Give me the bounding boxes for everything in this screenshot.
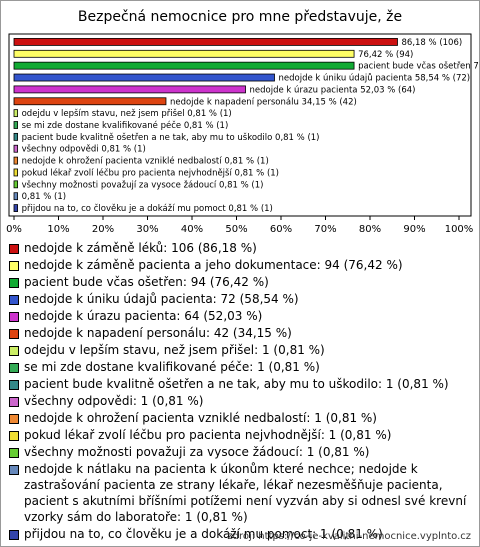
bar-label: všechny možnosti považují za vysoce žádo…	[22, 179, 264, 190]
legend-label: nedojde k napadení personálu: 42 (34,15 …	[24, 326, 292, 340]
x-tick-label: 30%	[136, 224, 158, 235]
x-tick-label: 50%	[225, 224, 247, 235]
bar-label: nedojde k ohrožení pacienta vzniklé nedb…	[22, 156, 269, 167]
bar	[13, 156, 19, 165]
legend-swatch	[9, 244, 19, 254]
bar-label: všechny odpovědi 0,81 % (1)	[22, 144, 146, 155]
legend-swatch	[9, 363, 19, 373]
x-tick-label: 0%	[6, 224, 22, 235]
bar	[13, 180, 19, 189]
bar-label: přijdou na to, co člověku je a dokáží mu…	[22, 203, 273, 214]
bar	[13, 204, 19, 212]
legend-swatch	[9, 465, 19, 475]
bar	[13, 109, 19, 118]
bar-label: se mi zde dostane kvalifikované péče 0,8…	[22, 120, 229, 131]
x-tick-label: 40%	[181, 224, 203, 235]
legend-swatch	[9, 278, 19, 288]
x-tick-label: 60%	[270, 224, 292, 235]
legend-label: všechny možnosti považuji za vysoce žádo…	[24, 445, 370, 459]
legend-swatch	[9, 530, 19, 540]
legend-item: pacient bude včas ošetřen: 94 (76,42 %)	[9, 274, 471, 290]
x-tick-label: 10%	[47, 224, 69, 235]
bar-label: nedojde k napadení personálu 34,15 % (42…	[170, 97, 357, 107]
legend-label: nedojde k záměně léků: 106 (86,18 %)	[24, 241, 257, 255]
bar	[13, 49, 355, 58]
x-tick-label: 80%	[359, 224, 381, 235]
legend-item: odejdu v lepším stavu, než jsem přišel: …	[9, 342, 471, 358]
legend-swatch	[9, 397, 19, 407]
legend-item: nedojde k napadení personálu: 42 (34,15 …	[9, 325, 471, 341]
legend-label: pacient bude kvalitně ošetřen a ne tak, …	[24, 377, 449, 391]
chart: Bezpečná nemocnice pro mne představuje, …	[6, 9, 479, 235]
legend-label: nedojde k úniku údajů pacienta: 72 (58,5…	[24, 292, 299, 306]
legend-swatch	[9, 329, 19, 339]
legend-label: nedojde k úrazu pacienta: 64 (52,03 %)	[24, 309, 263, 323]
legend-label: pacient bude včas ošetřen: 94 (76,42 %)	[24, 275, 269, 289]
legend-item: nedojde k záměně léků: 106 (86,18 %)	[9, 240, 471, 256]
legend-swatch	[9, 295, 19, 305]
legend-item: se mi zde dostane kvalifikované péče: 1 …	[9, 359, 471, 375]
plot-frame	[8, 33, 472, 217]
legend-label: nedojde k ohrožení pacienta vzniklé nedb…	[24, 411, 377, 425]
bar-label: pacient bude kvalitně ošetřen a ne tak, …	[22, 132, 320, 143]
bar	[13, 132, 19, 141]
legend-swatch	[9, 261, 19, 271]
legend-item: všechny možnosti považuji za vysoce žádo…	[9, 444, 471, 460]
legend-label: se mi zde dostane kvalifikované péče: 1 …	[24, 360, 320, 374]
legend-item: nedojde k nátlaku na pacienta k úkonům k…	[9, 461, 471, 525]
bar	[13, 144, 19, 153]
legend-swatch	[9, 448, 19, 458]
bar-label: 0,81 % (1)	[22, 192, 66, 202]
legend-swatch	[9, 380, 19, 390]
legend-label: nedojde k záměně pacienta a jeho dokumen…	[24, 258, 403, 272]
bar-label: pokud lékař zvolí léčbu pro pacienta nej…	[22, 167, 279, 178]
legend-label: přijdou na to, co člověku je a dokáží mu…	[24, 527, 383, 541]
legend-swatch	[9, 312, 19, 322]
legend-item: nedojde k záměně pacienta a jeho dokumen…	[9, 257, 471, 273]
legend-label: pokud lékař zvolí léčbu pro pacienta nej…	[24, 428, 392, 442]
x-tick-label: 90%	[403, 224, 425, 235]
legend-item: nedojde k úniku údajů pacienta: 72 (58,5…	[9, 291, 471, 307]
legend-item: nedojde k ohrožení pacienta vzniklé nedb…	[9, 410, 471, 426]
legend-label: nedojde k nátlaku na pacienta k úkonům k…	[24, 462, 467, 524]
bar-label: nedojde k úrazu pacienta 52,03 % (64)	[250, 85, 416, 95]
legend-swatch	[9, 414, 19, 424]
bar	[13, 168, 19, 177]
bar-label: 86,18 % (106)	[402, 38, 463, 48]
x-tick-label: 70%	[314, 224, 336, 235]
legend-label: odejdu v lepším stavu, než jsem přišel: …	[24, 343, 325, 357]
bar	[13, 61, 355, 70]
x-tick-label: 100%	[445, 224, 474, 235]
bar	[13, 38, 398, 46]
bar	[13, 121, 19, 129]
bar-label: odejdu v lepším stavu, než jsem přišel 0…	[22, 108, 232, 119]
legend-item: všechny odpovědi: 1 (0,81 %)	[9, 393, 471, 409]
x-tick-label: 20%	[92, 224, 114, 235]
legend-swatch	[9, 431, 19, 441]
legend-item: pokud lékař zvolí léčbu pro pacienta nej…	[9, 427, 471, 443]
chart-title: Bezpečná nemocnice pro mne představuje, …	[78, 9, 402, 25]
bar	[13, 192, 19, 201]
legend-label: všechny odpovědi: 1 (0,81 %)	[24, 394, 204, 408]
bar	[13, 85, 246, 94]
legend: nedojde k záměně léků: 106 (86,18 %) nedo…	[9, 240, 471, 543]
legend-item: nedojde k úrazu pacienta: 64 (52,03 %)	[9, 308, 471, 324]
legend-item: přijdou na to, co člověku je a dokáží mu…	[9, 526, 471, 542]
legend-swatch	[9, 346, 19, 356]
bar	[13, 73, 275, 82]
bar-label: nedojde k úniku údajů pacienta 58,54 % (…	[279, 73, 471, 84]
source: zdroj: https://co-je-kvalitni-nemocnice.…	[227, 531, 471, 542]
bar-label: pacient bude včas ošetřen 76,42 % (94)	[358, 61, 479, 72]
legend-item: pacient bude kvalitně ošetřen a ne tak, …	[9, 376, 471, 392]
bar-label: 76,42 % (94)	[358, 50, 413, 60]
bar	[13, 97, 167, 106]
